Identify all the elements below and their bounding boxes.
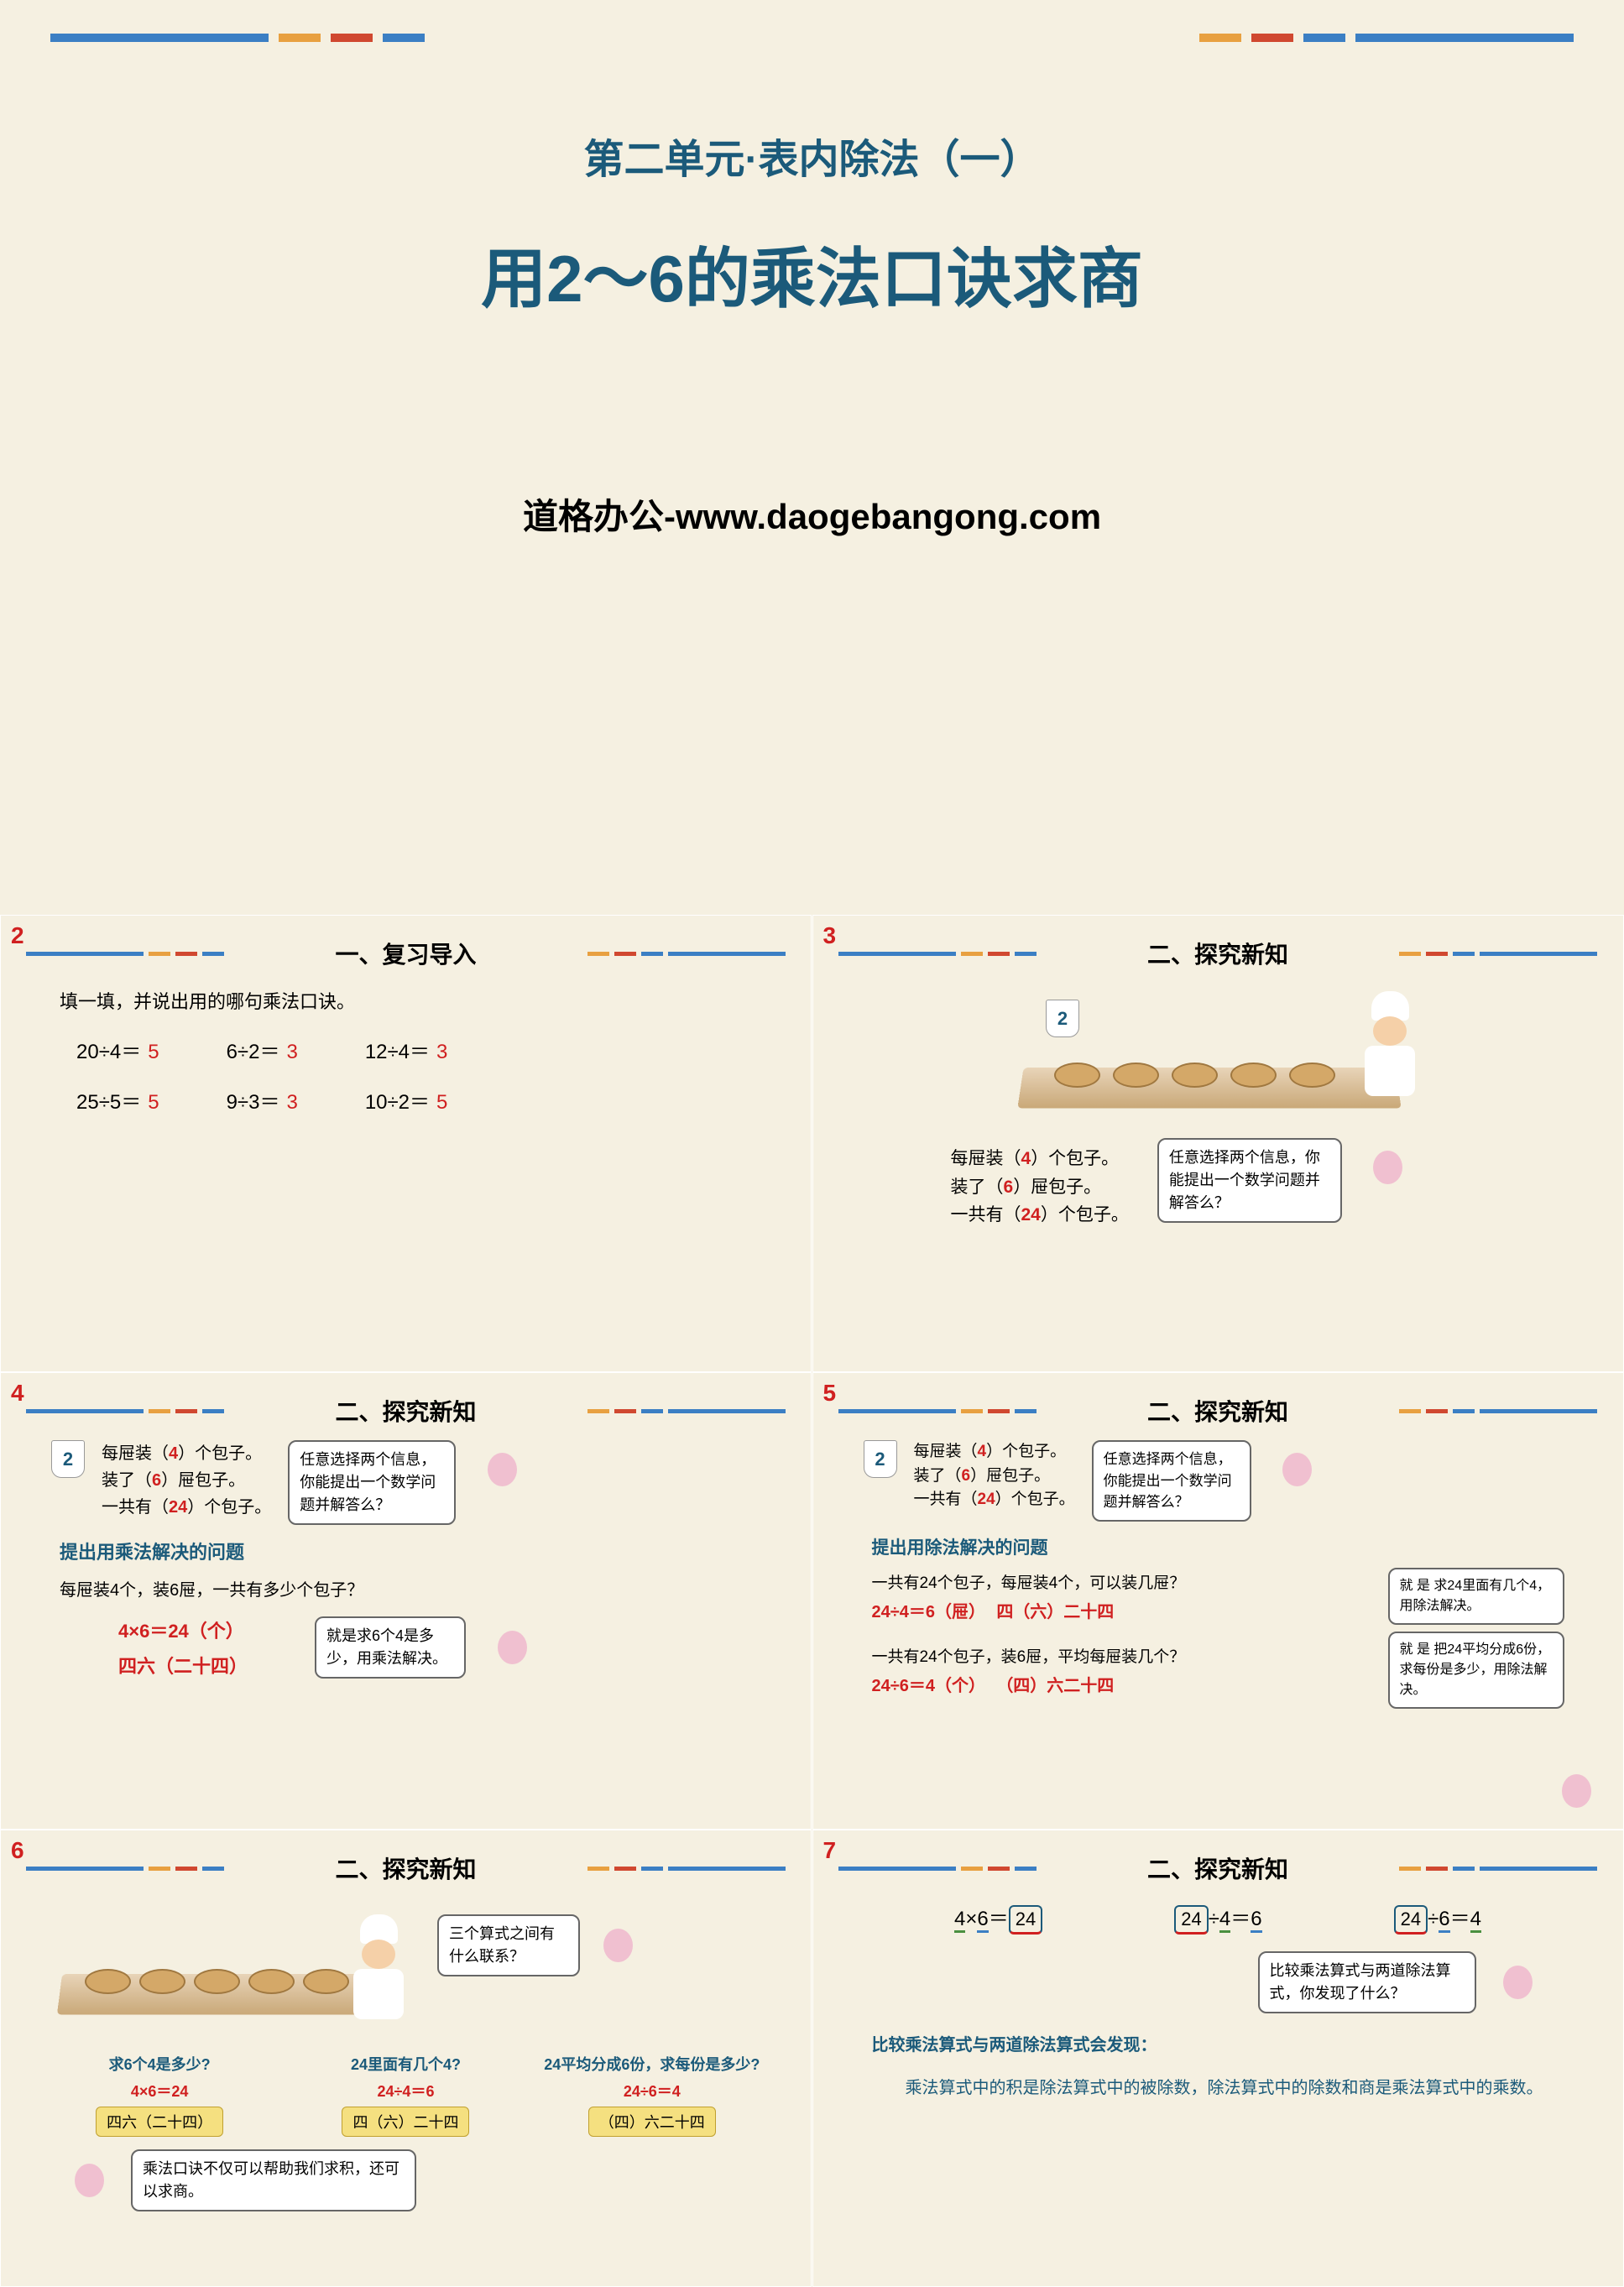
slide-5: 5 二、探究新知 2 每屉装（4）个包子。 装了（6）屉包子。 一共有（24）个… (812, 1372, 1624, 1830)
equation-row-2: 25÷5＝5 9÷3＝3 10÷2＝5 (76, 1085, 735, 1115)
fairy-icon (1268, 1440, 1327, 1499)
main-slide: 第二单元·表内除法（一） 用2～6的乘法口诀求商 道格办公-www.daogeb… (0, 0, 1624, 915)
speech-bubble: 比较乘法算式与两道除法算式，你发现了什么？ (1258, 1951, 1476, 2013)
explain-box: 就是求6个4是多少，用乘法解决。 (315, 1616, 466, 1679)
slide-number: 5 (823, 1380, 837, 1407)
equation: 4×6＝24（个） (118, 1616, 248, 1643)
chef-illustration: 2 (987, 983, 1449, 1125)
conclusion-title: 比较乘法算式与两道除法算式会发现： (872, 2030, 1564, 2060)
section-title: 二、探究新知 (1147, 937, 1288, 970)
chef-icon (1348, 991, 1432, 1109)
slide-number: 4 (11, 1380, 24, 1407)
question: 每屉装4个，装6屉，一共有多少个包子？ (60, 1577, 752, 1604)
fairy-icon (473, 1440, 531, 1499)
fairy-icon (1489, 1953, 1548, 2012)
slide-2: 2 一、复习导入 填一填，并说出用的哪句乘法口诀。 20÷4＝5 6÷2＝3 1… (0, 915, 812, 1372)
chef-icon (337, 1914, 420, 2032)
section-title: 二、探究新知 (335, 1394, 476, 1428)
question-2: 一共有24个包子，装6屉，平均每屉装几个？ (872, 1644, 1376, 1667)
slide-4: 4 二、探究新知 2 每屉装（4）个包子。 装了（6）屉包子。 一共有（24）个… (0, 1372, 812, 1830)
section-title: 二、探究新知 (1147, 1394, 1288, 1428)
subtitle: 提出用除法解决的问题 (872, 1534, 1564, 1559)
main-title: 用2～6的乘法口诀求商 (50, 227, 1574, 321)
equation-row-1: 20÷4＝5 6÷2＝3 12÷4＝3 (76, 1035, 735, 1064)
speech-bubble: 任意选择两个信息，你能提出一个数学问题并解答么？ (288, 1440, 456, 1525)
section-title: 一、复习导入 (335, 937, 476, 970)
slide-grid: 2 一、复习导入 填一填，并说出用的哪句乘法口诀。 20÷4＝5 6÷2＝3 1… (0, 915, 1624, 2287)
slide-6: 6 二、探究新知 三个算式之间有什么联系？ 求6个4是多少? 4×6＝24 四六… (0, 1830, 812, 2287)
slide-number: 7 (823, 1837, 837, 1864)
koujue: 四六（二十四） (118, 1652, 248, 1679)
info-box: 每屉装（4）个包子。 装了（6）屉包子。 一共有（24）个包子。 (939, 1138, 1141, 1236)
speech-bubble: 任意选择两个信息，你能提出一个数学问题并解答么？ (1092, 1440, 1251, 1522)
question-1: 一共有24个包子，每屉装4个，可以装几屉？ (872, 1570, 1376, 1593)
chef-illustration (43, 1906, 420, 2032)
speech-bubble: 三个算式之间有什么联系？ (437, 1914, 580, 1976)
fairy-icon (60, 2151, 118, 2210)
subtitle: 提出用乘法解决的问题 (60, 1538, 752, 1564)
page-badge: 2 (1046, 1000, 1079, 1037)
top-decoration (50, 34, 1574, 42)
slide-7: 7 二、探究新知 4×6＝24 24÷4＝6 24÷6＝4 比较乘法算式与两道除… (812, 1830, 1624, 2287)
speech-bubble: 任意选择两个信息，你能提出一个数学问题并解答么？ (1157, 1138, 1342, 1223)
explain-1: 就 是 求24里面有几个4，用除法解决。 (1388, 1568, 1564, 1625)
fairy-icon (1548, 1762, 1606, 1820)
unit-title: 第二单元·表内除法（一） (50, 126, 1574, 185)
bottom-speech: 乘法口诀不仅可以帮助我们求积，还可以求商。 (131, 2149, 416, 2211)
three-columns: 求6个4是多少? 4×6＝24 四六（二十四） 24里面有几个4? 24÷4＝6… (43, 2053, 769, 2137)
page-badge: 2 (51, 1440, 85, 1478)
page-badge: 2 (864, 1440, 897, 1478)
fairy-icon (1359, 1138, 1418, 1197)
equations-row: 4×6＝24 24÷4＝6 24÷6＝4 (889, 1902, 1548, 1935)
website-text: 道格办公-www.daogebangong.com (50, 488, 1574, 540)
instruction: 填一填，并说出用的哪句乘法口诀。 (60, 987, 752, 1014)
section-title: 二、探究新知 (335, 1851, 476, 1885)
section-title: 二、探究新知 (1147, 1851, 1288, 1885)
conclusion-text: 乘法算式中的积是除法算式中的被除数，除法算式中的除数和商是乘法算式中的乘数。 (872, 2073, 1564, 2103)
slide-3: 3 二、探究新知 2 每屉装（4）个包子。 装了（6）屉包子。 一共有（24）个… (812, 915, 1624, 1372)
slide-number: 2 (11, 922, 24, 949)
slide-number: 6 (11, 1837, 24, 1864)
fairy-icon (483, 1618, 541, 1677)
explain-2: 就 是 把24平均分成6份，求每份是多少，用除法解决。 (1388, 1632, 1564, 1709)
slide-number: 3 (823, 922, 837, 949)
fairy-icon (588, 1916, 647, 1975)
